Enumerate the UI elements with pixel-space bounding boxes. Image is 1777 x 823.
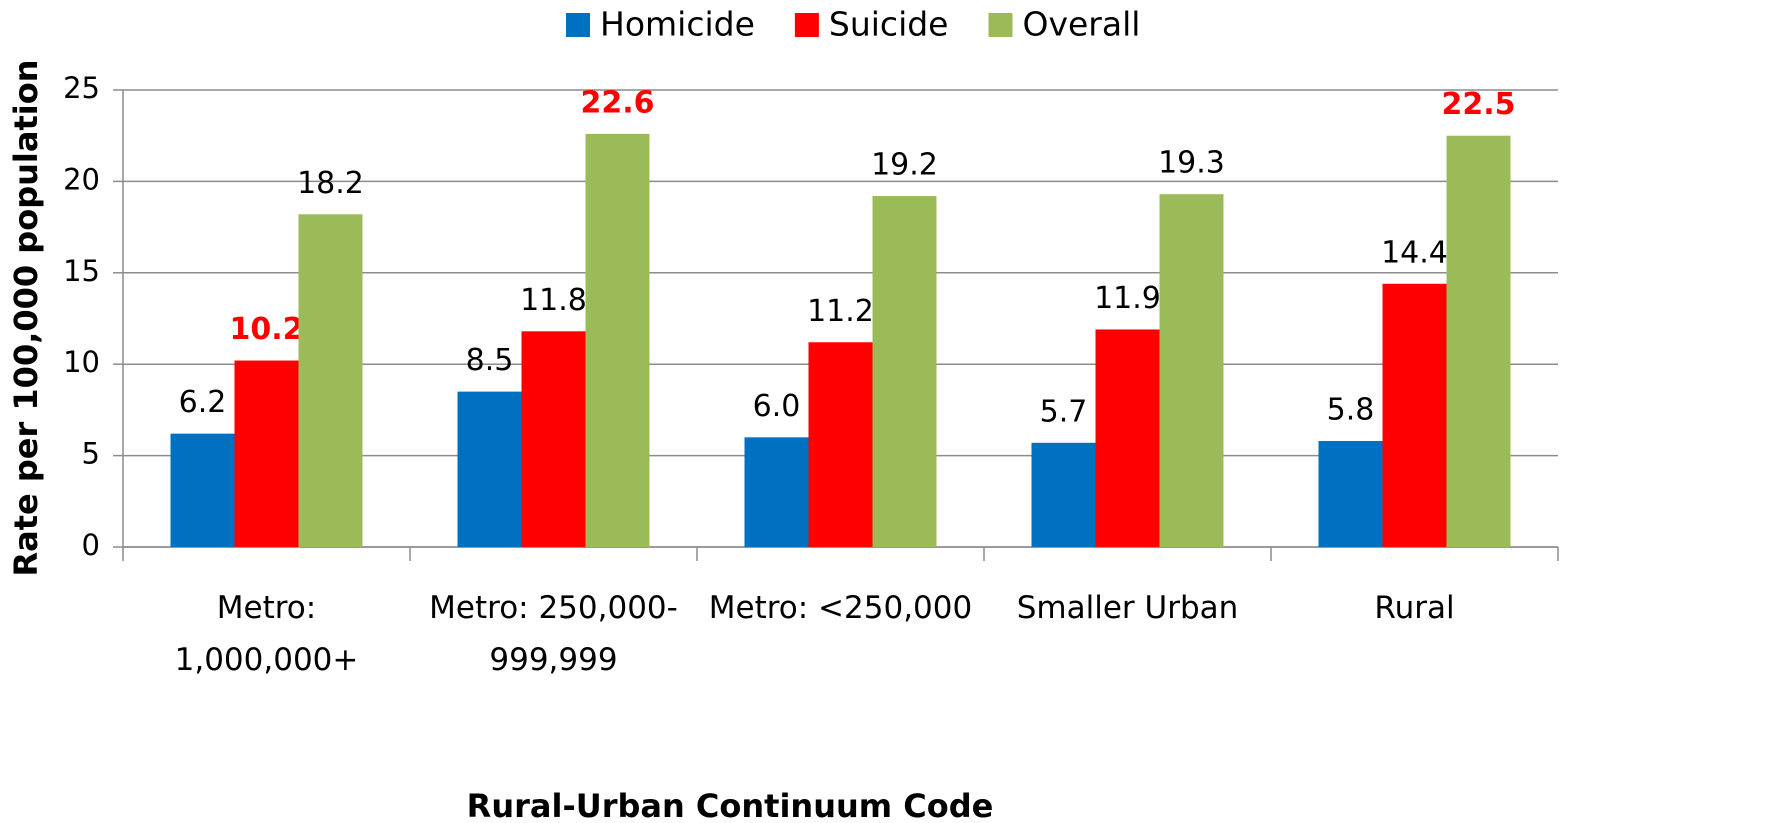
data-label: 8.5: [466, 343, 514, 378]
y-axis-title: Rate per 100,000 population: [7, 60, 45, 577]
data-label: 19.3: [1158, 146, 1225, 181]
data-label: 19.2: [871, 148, 938, 183]
data-label: 14.4: [1381, 235, 1448, 270]
x-tick-label: Metro: 1,000,000+: [174, 590, 359, 678]
legend-swatch: [794, 13, 819, 37]
bar: [1382, 283, 1447, 547]
data-label: 5.7: [1040, 394, 1088, 429]
legend-swatch: [988, 13, 1013, 37]
bar: [1095, 329, 1160, 547]
x-tick-label: Metro: <250,000: [708, 590, 973, 626]
data-label: 22.6: [580, 85, 654, 120]
x-tick-label: Smaller Urban: [1016, 590, 1239, 626]
data-label: 11.9: [1094, 281, 1161, 316]
bar: [585, 133, 650, 547]
data-label: 10.2: [229, 312, 303, 347]
bar: [808, 342, 873, 547]
bar: [1159, 194, 1224, 548]
x-tick-label: Rural: [1374, 590, 1455, 626]
y-tick-label: 10: [63, 345, 100, 379]
data-label: 5.8: [1327, 392, 1375, 427]
bar: [744, 437, 809, 547]
y-tick-label: 0: [82, 528, 100, 562]
data-label: 11.8: [520, 283, 587, 318]
data-label: 11.2: [807, 294, 874, 329]
x-tick-label: Metro: 250,000-999,999: [429, 590, 678, 678]
bar: [521, 331, 586, 547]
bar: [1031, 442, 1096, 547]
legend-swatch: [566, 13, 590, 37]
bar: [457, 391, 522, 547]
data-label: 18.2: [297, 166, 364, 201]
bar: [1318, 440, 1383, 547]
y-tick-label: 25: [63, 71, 100, 105]
y-tick-label: 5: [82, 437, 100, 471]
bar: [234, 360, 299, 547]
y-tick-label: 15: [63, 254, 100, 288]
bar: [170, 433, 235, 547]
data-label: 22.5: [1441, 87, 1515, 122]
x-axis-title: Rural-Urban Continuum Code: [467, 787, 994, 823]
bar: [872, 196, 937, 548]
legend-label: Overall: [1022, 5, 1140, 44]
y-tick-label: 20: [63, 162, 100, 196]
data-label: 6.2: [179, 385, 227, 420]
legend-label: Suicide: [829, 5, 949, 44]
bar: [1446, 135, 1511, 547]
data-label: 6.0: [753, 389, 801, 424]
bar: [298, 214, 363, 547]
legend-label: Homicide: [600, 5, 755, 44]
